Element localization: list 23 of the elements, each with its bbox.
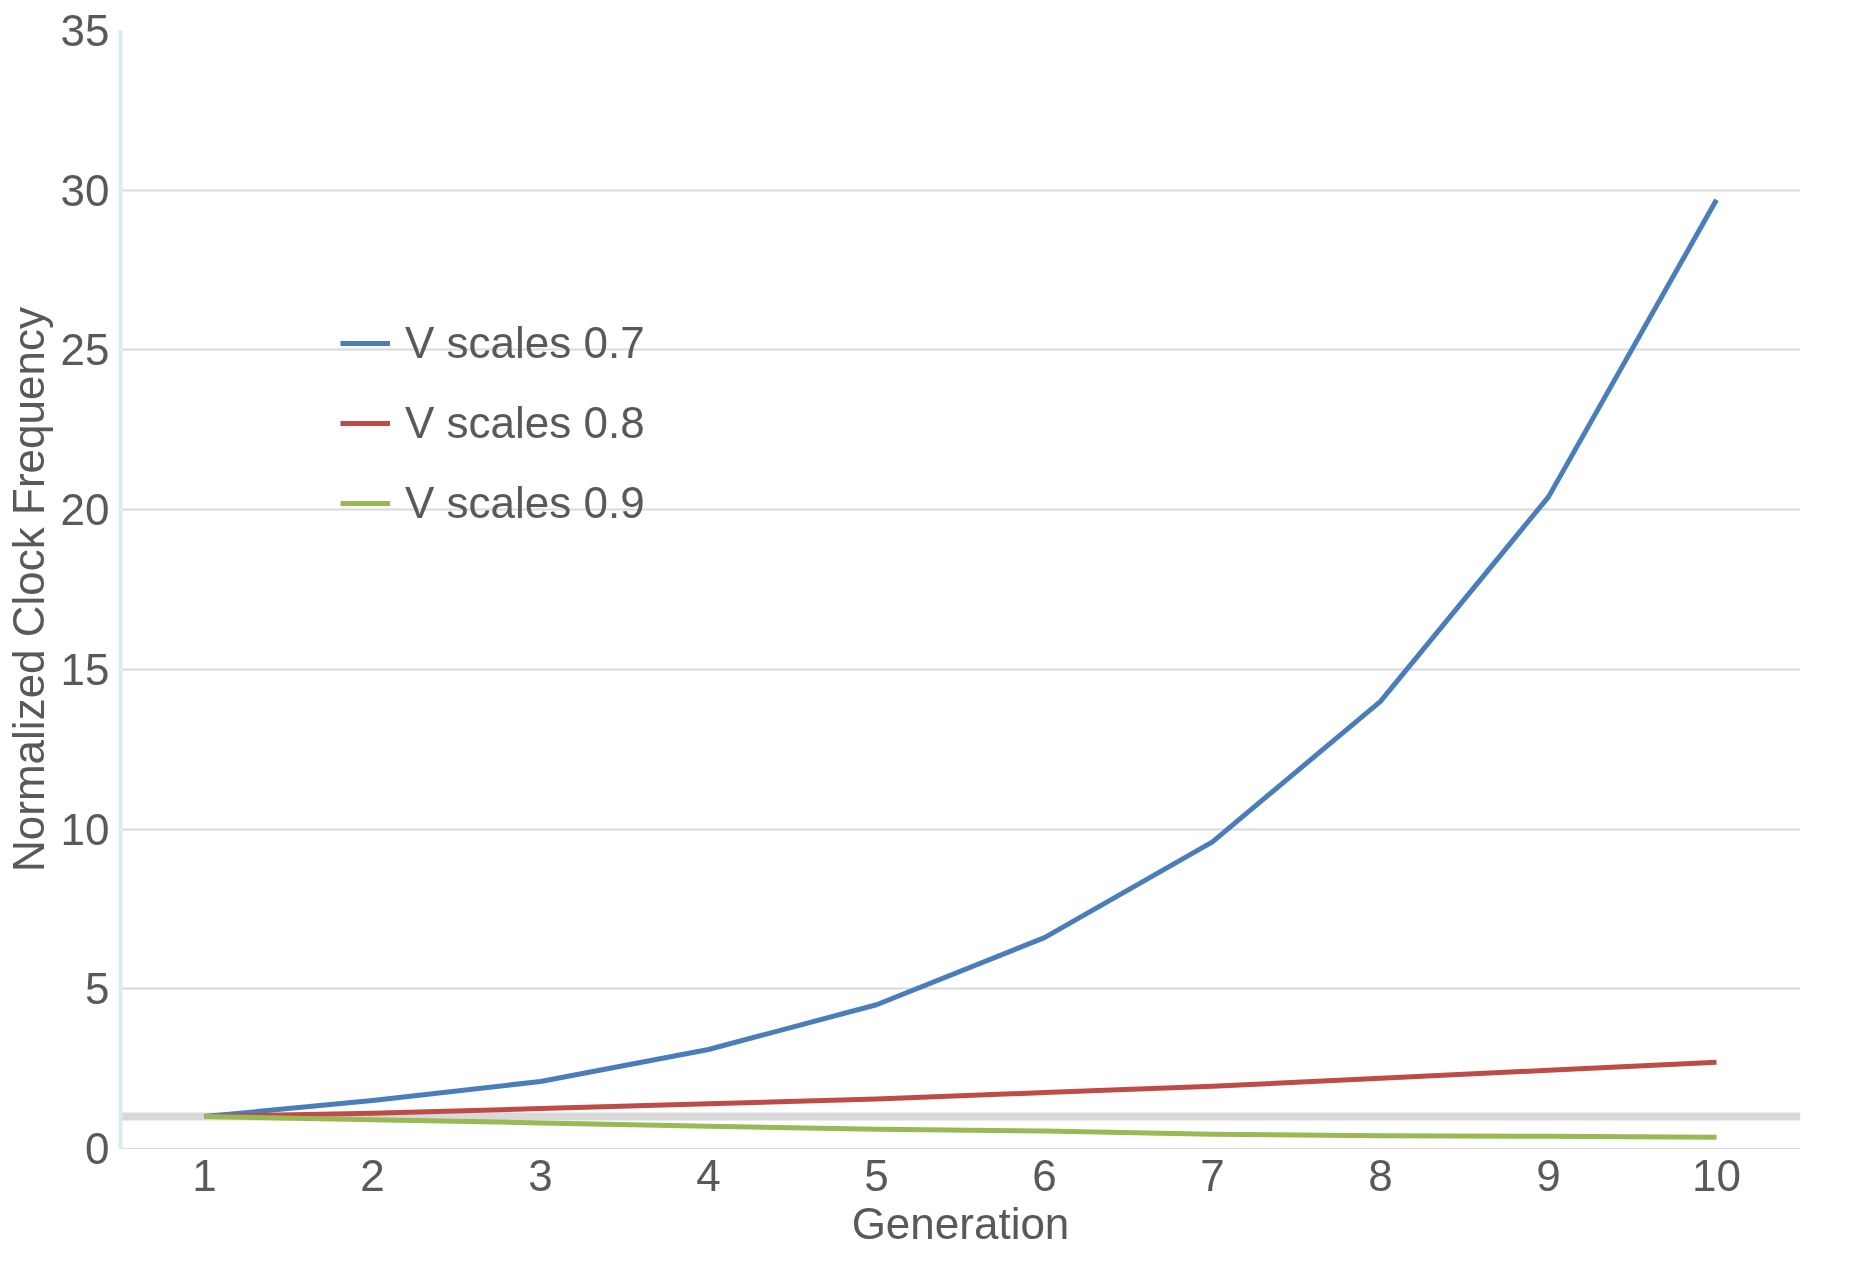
x-axis-title: Generation — [851, 1198, 1070, 1248]
y-tick-label: 10 — [60, 804, 110, 854]
x-tick-label: 3 — [528, 1150, 553, 1200]
y-tick-label: 30 — [60, 165, 110, 215]
y-tick-label: 0 — [85, 1124, 110, 1173]
x-tick-label: 4 — [696, 1150, 721, 1200]
legend-label: V scales 0.9 — [405, 478, 645, 528]
x-tick-label: 9 — [1536, 1150, 1561, 1200]
x-tick-label: 1 — [192, 1150, 217, 1200]
x-tick-label: 8 — [1368, 1150, 1393, 1200]
y-tick-label: 20 — [60, 485, 110, 535]
y-tick-label: 15 — [60, 644, 110, 694]
y-tick-label: 25 — [60, 325, 110, 375]
x-tick-label: 10 — [1692, 1150, 1741, 1200]
x-tick-label: 2 — [360, 1150, 385, 1200]
legend-label: V scales 0.8 — [405, 398, 645, 448]
y-axis-title: Normalized Clock Frequency — [3, 307, 53, 872]
legend-label: V scales 0.7 — [405, 318, 645, 368]
x-tick-label: 6 — [1032, 1150, 1057, 1200]
y-tick-label: 35 — [60, 6, 110, 55]
x-tick-label: 5 — [864, 1150, 889, 1200]
x-tick-label: 7 — [1200, 1150, 1225, 1200]
y-tick-label: 5 — [85, 964, 110, 1014]
